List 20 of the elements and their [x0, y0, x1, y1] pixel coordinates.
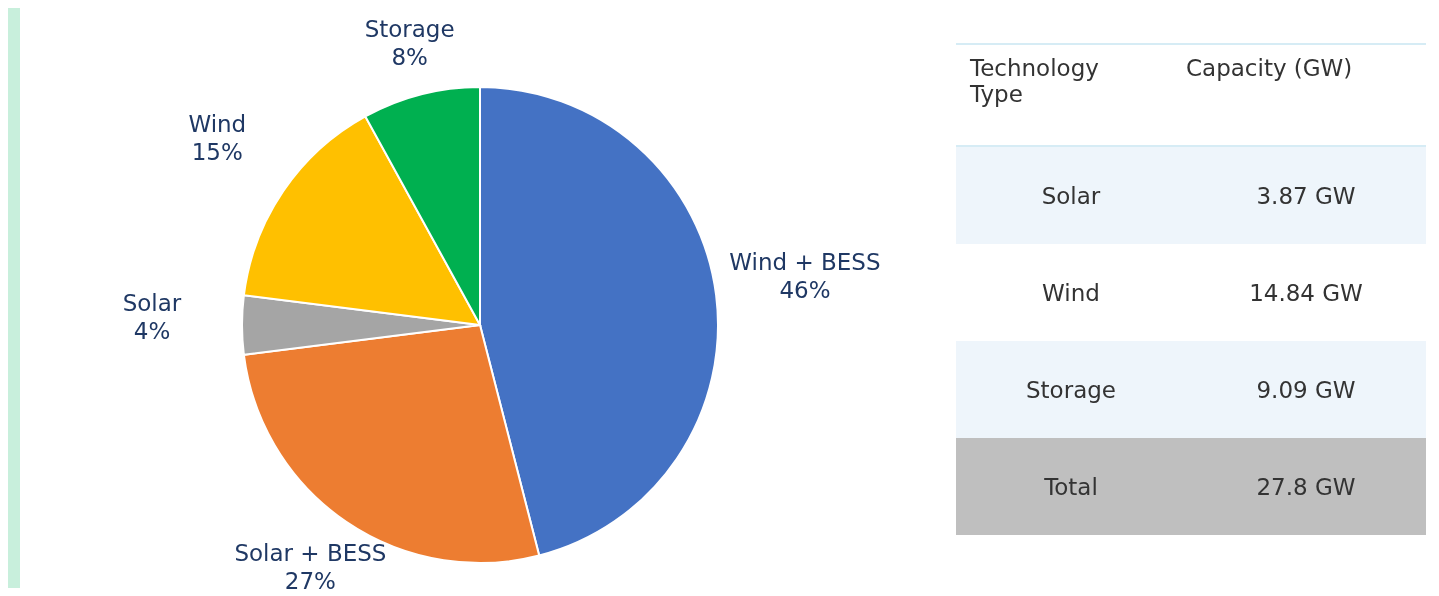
slice-label: Wind [188, 111, 247, 138]
text: Capacity (GW) [1186, 54, 1354, 83]
category-label: Total [1043, 473, 1099, 500]
data-label: 4% [133, 318, 171, 344]
slice-label: Solar + BESS [234, 539, 387, 566]
text: Technology Type [969, 54, 1100, 109]
data-label: 46% [779, 276, 831, 303]
text: 3.87 GW [1256, 182, 1356, 209]
data-label: 8% [391, 43, 428, 70]
slice-label: Wind + BESS [729, 248, 881, 275]
category-label: Storage [1025, 376, 1117, 403]
data-label: 27% [284, 567, 336, 594]
category-label: Solar [1040, 182, 1102, 209]
text: 14.84 GW [1249, 279, 1363, 306]
category-label: Wind [1041, 279, 1101, 306]
text: 27.8 GW [1256, 473, 1356, 500]
slice-label: Storage [364, 15, 455, 42]
slice-label: Solar [122, 290, 182, 316]
text: 9.09 GW [1256, 376, 1356, 403]
data-label: 15% [191, 139, 243, 166]
